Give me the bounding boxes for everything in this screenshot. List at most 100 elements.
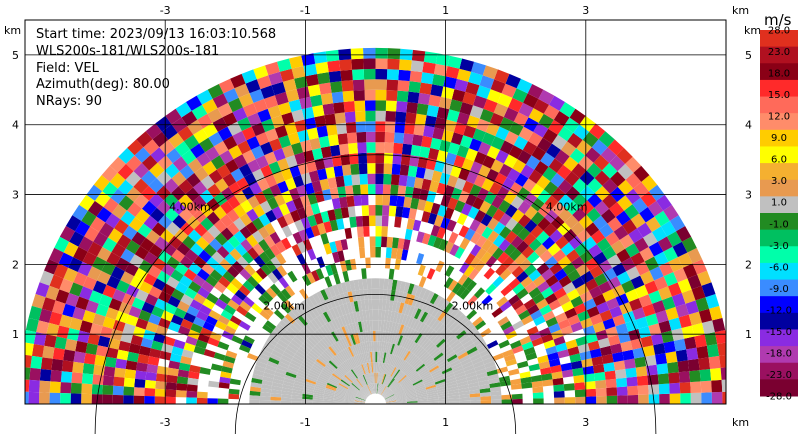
velocity-cell	[616, 147, 633, 164]
velocity-cell	[407, 305, 415, 317]
velocity-cell	[73, 351, 86, 364]
velocity-cell	[226, 209, 240, 223]
velocity-cell	[426, 388, 438, 394]
velocity-cell	[380, 385, 386, 395]
velocity-cell	[285, 155, 298, 168]
velocity-cell	[326, 309, 334, 321]
velocity-cell	[253, 65, 269, 80]
colorbar-swatch	[760, 63, 798, 81]
velocity-cell	[349, 385, 359, 393]
velocity-cell	[127, 139, 144, 156]
velocity-cell	[571, 276, 585, 289]
velocity-cell	[169, 353, 182, 363]
velocity-cell	[526, 326, 539, 336]
velocity-cell	[475, 235, 488, 248]
velocity-cell	[545, 316, 558, 328]
velocity-cell	[395, 396, 407, 400]
velocity-cell	[264, 174, 278, 188]
velocity-cell	[325, 387, 336, 393]
velocity-cell	[326, 347, 335, 358]
velocity-cell	[640, 270, 655, 285]
velocity-cell	[562, 262, 576, 276]
velocity-cell	[332, 284, 340, 296]
velocity-cell	[328, 285, 336, 298]
velocity-cell	[249, 395, 261, 400]
velocity-cell	[173, 307, 187, 319]
velocity-cell	[430, 367, 441, 375]
velocity-cell	[269, 353, 281, 362]
velocity-cell	[441, 328, 452, 339]
velocity-cell	[95, 303, 109, 317]
velocity-cell	[335, 175, 345, 188]
velocity-cell	[208, 309, 221, 321]
velocity-cell	[225, 350, 238, 359]
velocity-cell	[545, 274, 559, 287]
velocity-cell	[363, 386, 370, 396]
velocity-cell	[223, 135, 238, 150]
velocity-cell	[476, 118, 490, 133]
velocity-cell	[580, 185, 595, 201]
velocity-cell	[305, 338, 315, 348]
velocity-cell	[103, 366, 116, 377]
velocity-cell	[384, 352, 389, 364]
velocity-cell	[276, 265, 288, 277]
velocity-cell	[333, 102, 345, 114]
velocity-cell	[481, 178, 494, 192]
velocity-cell	[418, 336, 428, 347]
velocity-cell	[434, 378, 446, 385]
velocity-cell	[379, 384, 384, 395]
velocity-cell	[375, 341, 378, 352]
velocity-cell	[616, 271, 631, 285]
velocity-cell	[227, 235, 241, 249]
velocity-cell	[165, 396, 176, 404]
velocity-cell	[555, 342, 568, 352]
velocity-cell	[570, 360, 583, 370]
velocity-cell	[392, 368, 399, 378]
velocity-cell	[206, 197, 221, 212]
velocity-cell	[96, 270, 111, 285]
velocity-cell	[387, 378, 395, 388]
velocity-cell	[508, 368, 520, 376]
velocity-cell	[297, 348, 308, 358]
velocity-cell	[353, 90, 365, 101]
velocity-cell	[375, 152, 385, 164]
velocity-cell	[481, 226, 494, 239]
velocity-cell	[426, 343, 436, 354]
velocity-cell	[645, 216, 661, 232]
velocity-cell	[79, 194, 95, 211]
velocity-cell	[427, 212, 438, 225]
velocity-cell	[396, 358, 404, 369]
velocity-cell	[530, 225, 544, 239]
velocity-cell	[549, 229, 563, 243]
velocity-cell	[341, 362, 350, 372]
velocity-cell	[520, 276, 533, 288]
velocity-cell	[92, 313, 106, 327]
velocity-cell	[25, 317, 39, 333]
velocity-cell	[284, 374, 296, 381]
velocity-cell	[372, 383, 375, 394]
velocity-cell	[332, 306, 340, 318]
velocity-cell	[355, 110, 366, 122]
velocity-cell	[593, 215, 608, 230]
velocity-cell	[211, 251, 225, 264]
velocity-cell	[346, 132, 358, 144]
velocity-cell	[254, 283, 266, 295]
velocity-cell	[236, 305, 248, 317]
velocity-cell	[585, 388, 597, 397]
velocity-cell	[479, 200, 492, 214]
velocity-cell	[375, 79, 387, 90]
velocity-cell	[438, 326, 449, 337]
velocity-cell	[413, 177, 424, 189]
velocity-cell	[430, 347, 440, 357]
velocity-cell	[574, 303, 587, 315]
velocity-cell	[669, 393, 681, 404]
velocity-cell	[185, 201, 200, 216]
velocity-cell	[401, 207, 411, 219]
velocity-cell	[313, 363, 324, 371]
velocity-cell	[417, 199, 427, 211]
velocity-cell	[540, 367, 552, 375]
velocity-cell	[431, 170, 443, 183]
velocity-cell	[172, 156, 188, 172]
velocity-cell	[336, 367, 346, 376]
velocity-cell	[357, 236, 365, 248]
